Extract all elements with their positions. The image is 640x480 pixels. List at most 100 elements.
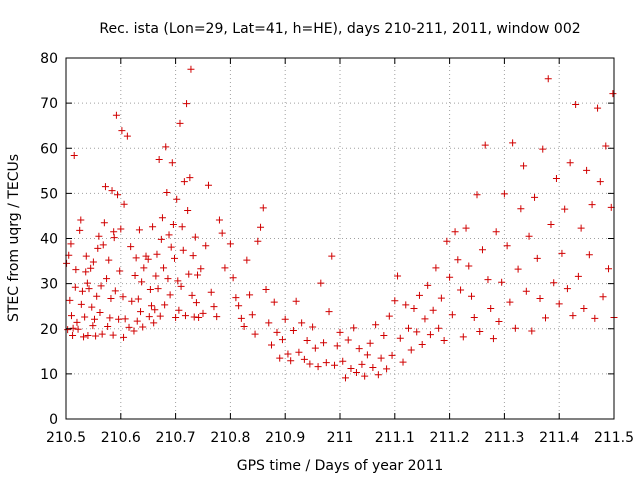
data-point-marker: [257, 223, 265, 231]
data-point-marker: [98, 330, 106, 338]
x-axis-label: GPS time / Days of year 2011: [237, 458, 444, 474]
data-point-marker: [459, 333, 467, 341]
data-point-marker: [120, 333, 128, 341]
data-point-marker: [104, 322, 112, 330]
data-point-marker: [492, 228, 500, 236]
data-point-marker: [172, 313, 180, 321]
data-point-marker: [78, 287, 86, 295]
data-point-marker: [97, 282, 105, 290]
data-point-marker: [158, 214, 166, 222]
data-point-marker: [81, 313, 89, 321]
data-point-marker: [149, 223, 157, 231]
data-point-marker: [415, 291, 423, 299]
data-point-marker: [391, 297, 399, 305]
data-point-marker: [138, 278, 146, 286]
data-point-marker: [369, 364, 377, 372]
data-point-marker: [295, 348, 303, 356]
data-point-marker: [298, 319, 306, 327]
grid-lines: [66, 58, 614, 419]
data-point-marker: [119, 293, 127, 301]
data-point-marker: [161, 301, 169, 309]
data-point-marker: [99, 241, 107, 249]
data-point-marker: [325, 308, 333, 316]
data-point-marker: [76, 226, 84, 234]
data-point-marker: [213, 313, 221, 321]
data-point-marker: [350, 324, 358, 332]
data-point-marker: [542, 314, 549, 322]
data-point-marker: [435, 324, 443, 332]
data-point-marker: [377, 354, 385, 362]
data-point-marker: [278, 336, 286, 344]
data-point-marker: [184, 207, 192, 215]
data-point-marker: [561, 205, 569, 213]
data-point-marker: [83, 279, 91, 287]
data-point-marker: [270, 298, 278, 306]
data-point-marker: [552, 174, 560, 182]
data-point-marker: [566, 159, 574, 167]
data-point-marker: [251, 330, 259, 338]
data-point-marker: [443, 237, 451, 245]
data-point-marker: [609, 90, 617, 98]
data-point-marker: [262, 285, 270, 293]
data-point-marker: [574, 272, 582, 280]
data-point-marker: [372, 321, 380, 329]
data-point-marker: [424, 281, 432, 289]
data-point-marker: [525, 232, 533, 240]
data-point-marker: [106, 314, 114, 322]
data-point-marker: [569, 312, 577, 320]
data-point-marker: [344, 336, 352, 344]
data-point-marker: [117, 225, 125, 233]
data-point-marker: [237, 314, 245, 322]
data-point-marker: [156, 312, 164, 320]
data-point-marker: [110, 234, 118, 242]
data-point-marker: [248, 311, 256, 319]
data-point-marker: [355, 345, 363, 353]
data-point-marker: [187, 65, 195, 73]
data-point-marker: [394, 272, 402, 280]
data-point-marker: [473, 191, 481, 199]
data-point-marker: [388, 351, 396, 359]
data-point-marker: [462, 224, 470, 232]
data-point-marker: [517, 205, 525, 213]
data-point-marker: [94, 244, 102, 252]
data-point-marker: [178, 223, 186, 231]
data-point-marker: [476, 327, 484, 335]
data-point-marker: [177, 282, 185, 290]
data-point-marker: [105, 256, 113, 264]
data-point-marker: [489, 335, 497, 343]
data-point-marker: [88, 303, 96, 311]
data-point-marker: [522, 287, 530, 295]
data-point-marker: [276, 354, 284, 362]
data-point-marker: [118, 127, 126, 135]
data-point-marker: [87, 264, 95, 272]
data-point-marker: [588, 201, 596, 209]
x-tick-label: 211.1: [375, 430, 415, 446]
data-point-marker: [410, 304, 418, 312]
y-tick-label: 20: [40, 322, 58, 338]
data-point-marker: [67, 312, 75, 320]
data-point-marker: [111, 287, 119, 295]
data-point-marker: [89, 258, 97, 266]
data-point-marker: [112, 111, 120, 119]
data-point-marker: [265, 319, 273, 327]
data-point-marker: [107, 295, 115, 303]
data-point-marker: [317, 279, 325, 287]
data-point-marker: [437, 294, 445, 302]
data-point-marker: [429, 306, 437, 314]
data-point-marker: [243, 256, 251, 264]
data-point-marker: [207, 288, 215, 296]
data-point-marker: [341, 374, 349, 382]
data-point-marker: [204, 181, 212, 189]
data-point-marker: [221, 264, 229, 272]
data-point-marker: [180, 178, 188, 186]
x-tick-label: 210.9: [265, 430, 305, 446]
data-point-marker: [152, 272, 160, 280]
data-point-marker: [179, 246, 187, 254]
data-point-marker: [465, 262, 473, 270]
data-point-marker: [503, 242, 511, 250]
data-point-marker: [210, 303, 218, 311]
data-point-marker: [454, 256, 462, 264]
data-point-marker: [500, 190, 508, 198]
y-tick-label: 30: [40, 277, 58, 293]
data-point-marker: [544, 75, 552, 83]
